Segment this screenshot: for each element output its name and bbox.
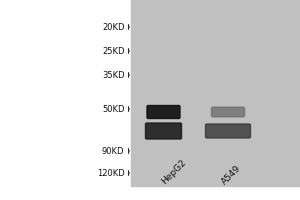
Text: A549: A549	[220, 163, 243, 186]
Text: 90KD: 90KD	[102, 146, 124, 156]
Text: 20KD: 20KD	[102, 22, 124, 31]
Text: 120KD: 120KD	[97, 168, 124, 178]
Text: 35KD: 35KD	[102, 71, 124, 79]
Text: 25KD: 25KD	[102, 46, 124, 55]
Text: HepG2: HepG2	[160, 158, 188, 186]
Bar	[130, 0, 300, 186]
FancyBboxPatch shape	[146, 123, 182, 139]
FancyBboxPatch shape	[147, 106, 180, 118]
FancyBboxPatch shape	[206, 124, 250, 138]
FancyBboxPatch shape	[212, 107, 244, 117]
Text: 50KD: 50KD	[102, 104, 124, 114]
